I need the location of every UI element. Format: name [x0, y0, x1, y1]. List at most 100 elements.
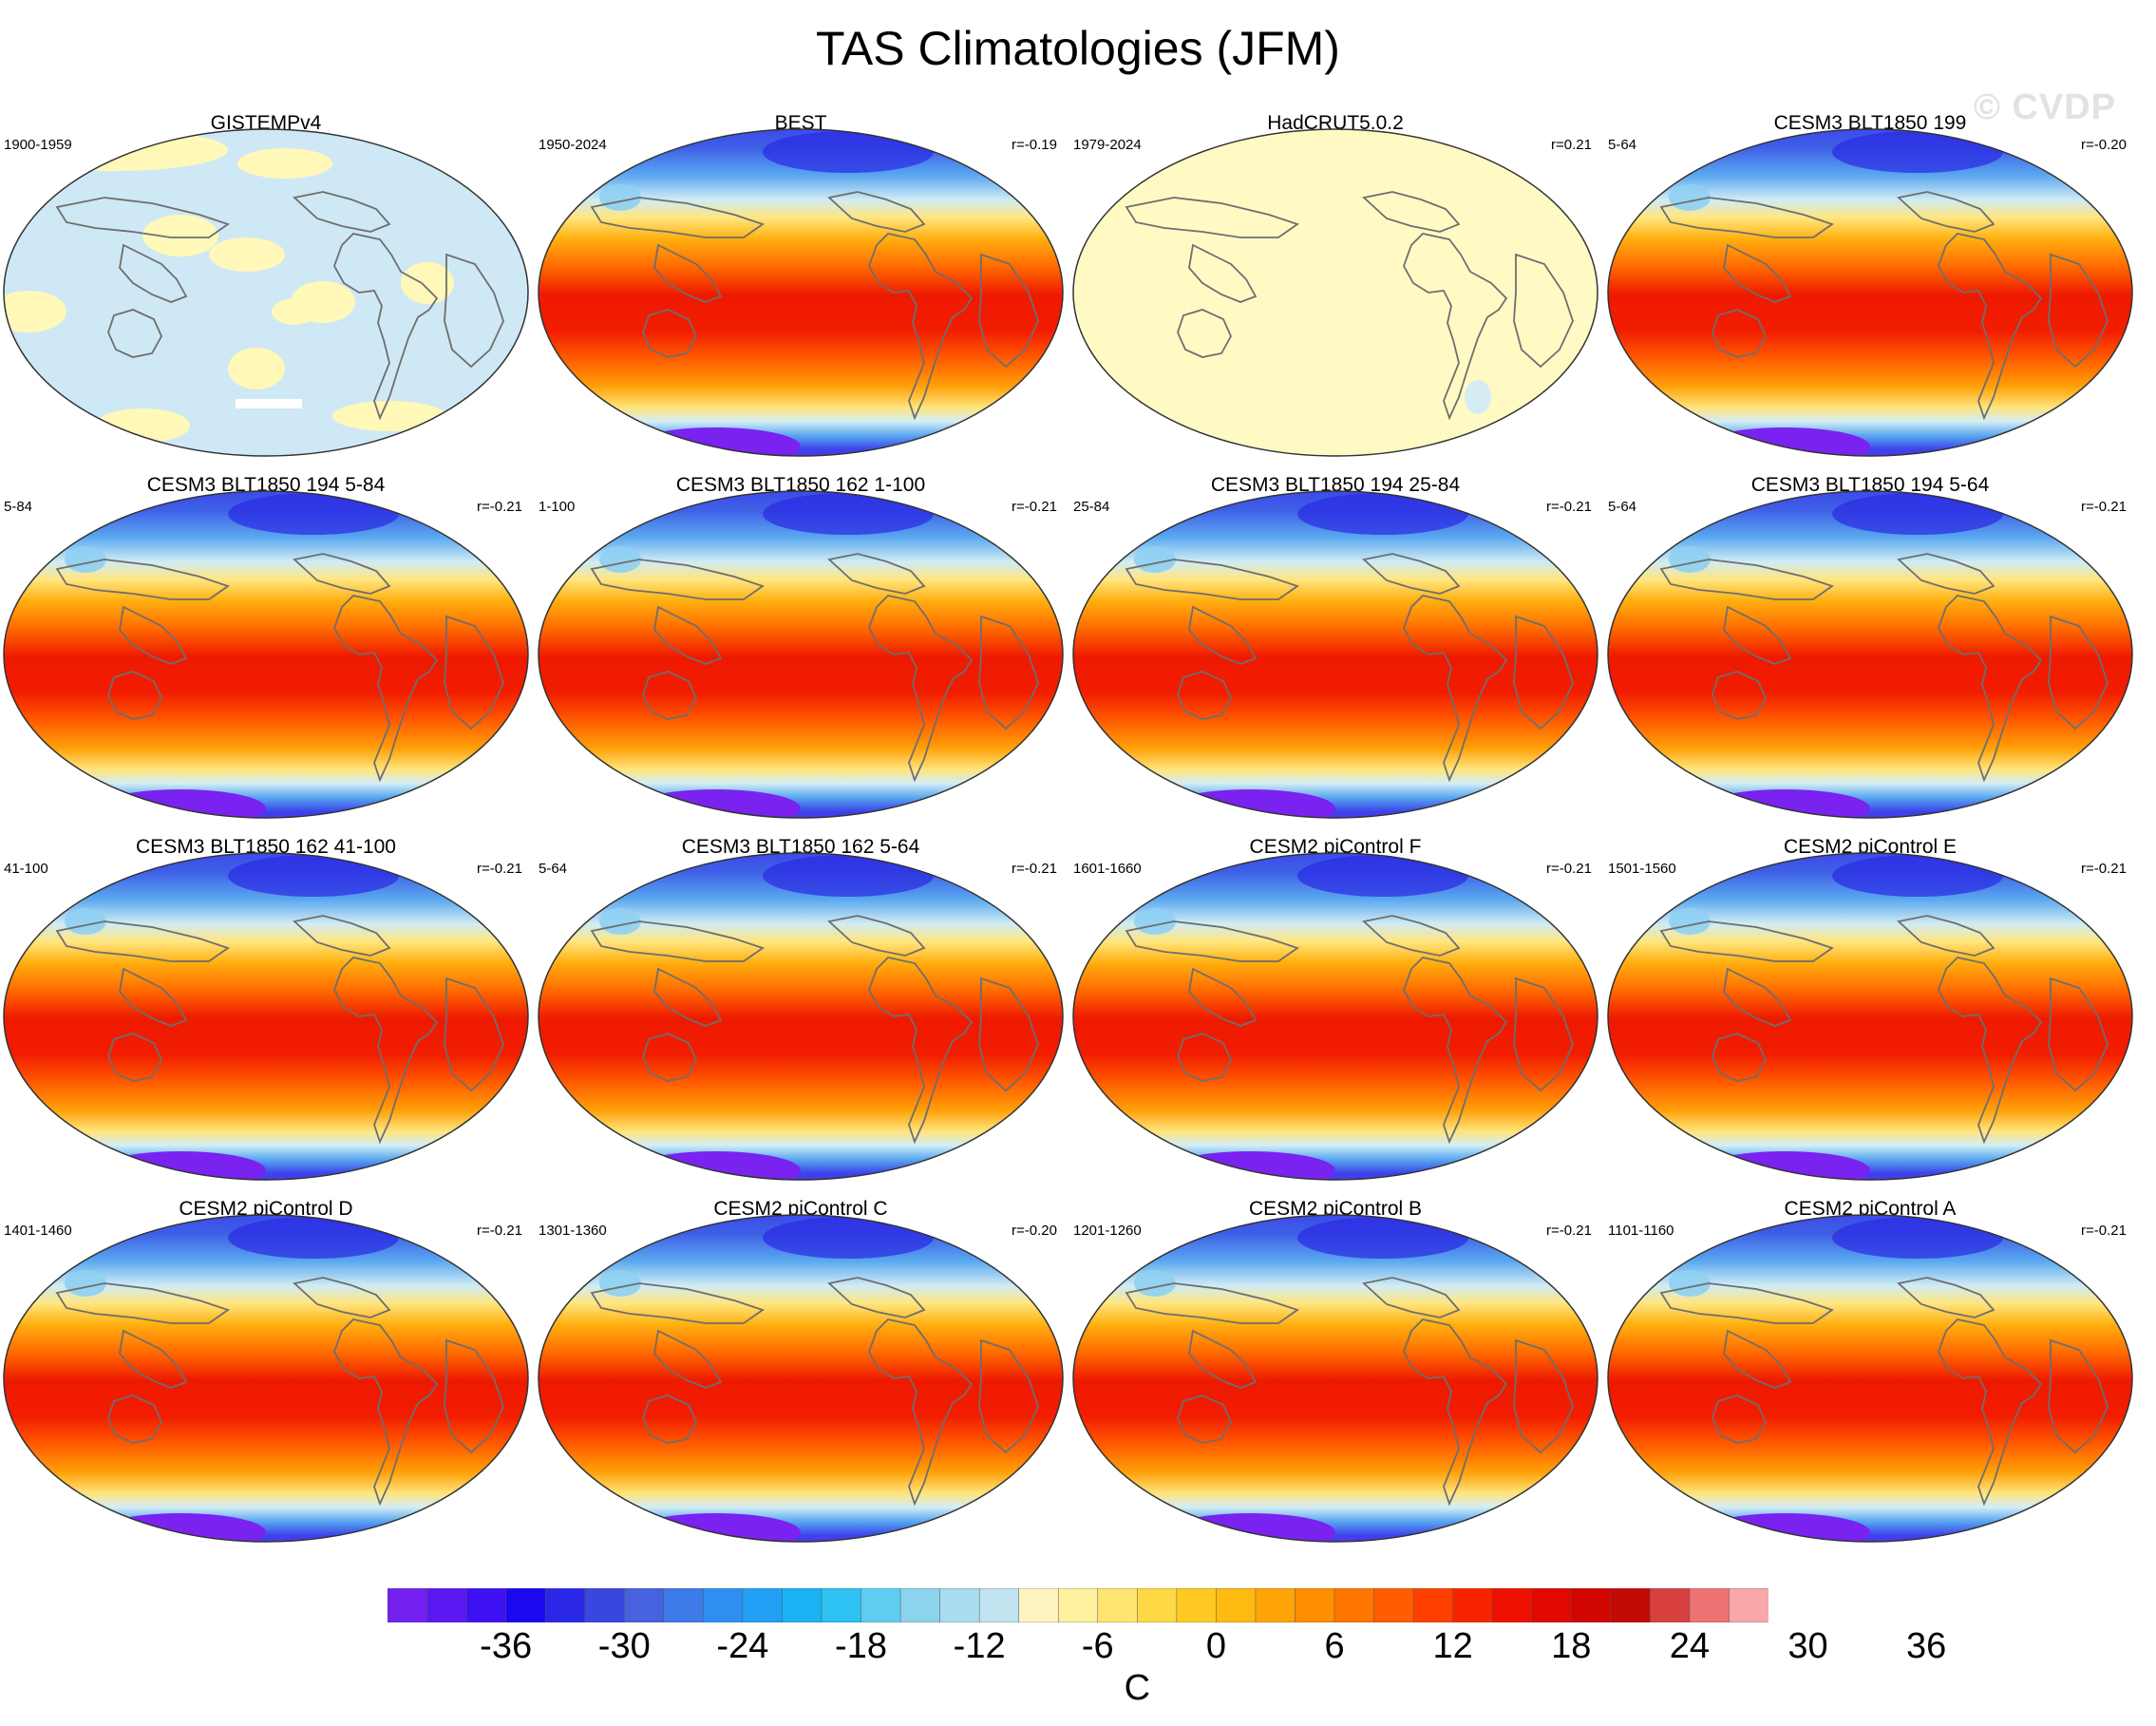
coastline [1188, 967, 1258, 1027]
coastline [1177, 309, 1233, 358]
map-boundary [538, 852, 1064, 1181]
cold-lake-region [65, 1270, 106, 1297]
colorbar-units: C [1124, 1668, 1151, 1708]
coastline [1712, 1033, 1768, 1082]
colorbar-swatch [1689, 1588, 1730, 1622]
map-panel: CESM2 piControl D 1401-1460 r=-0.21 [0, 1198, 532, 1559]
coastline [1403, 957, 1508, 1145]
temperature-field [1608, 1215, 2132, 1542]
map-panel: CESM2 piControl C 1301-1360 r=-0.20 [535, 1198, 1067, 1559]
colorbar-swatch [663, 1588, 705, 1622]
warm-anomaly-patch [95, 408, 190, 443]
coastline [1712, 309, 1768, 358]
coastline [1723, 605, 1792, 665]
coastline [590, 197, 765, 238]
cold-lake-region [65, 546, 106, 573]
colorbar-tick-label: -12 [953, 1626, 1006, 1666]
panel-period: 1979-2024 [1073, 137, 1142, 153]
map-panel: CESM3 BLT1850 194 5-64 5-64 r=-0.21 [1604, 474, 2136, 835]
map-panel: CESM2 piControl A 1101-1160 r=-0.21 [1604, 1198, 2136, 1559]
panel-period: 1900-1959 [4, 137, 72, 153]
panel-period: 1401-1460 [4, 1223, 72, 1239]
coastline [827, 915, 926, 957]
coastline [1723, 967, 1792, 1027]
colorbar-swatch [505, 1588, 546, 1622]
globe-map [1607, 128, 2133, 457]
map-panel: CESM3 BLT1850 194 25-84 25-84 r=-0.21 [1069, 474, 1601, 835]
map-panel: GISTEMPv4 1900-1959 [0, 112, 532, 473]
map-panel: CESM2 piControl E 1501-1560 r=-0.21 [1604, 836, 2136, 1197]
panel-title: CESM3 BLT1850 194 5-84 [146, 474, 386, 496]
coastline [444, 253, 504, 369]
coastline [868, 957, 974, 1145]
coastline [1659, 559, 1834, 600]
colorbar-swatch [1571, 1588, 1612, 1622]
map-panel: CESM3 BLT1850 162 41-100 41-100 r=-0.21 [0, 836, 532, 1197]
map-boundary [1072, 128, 1598, 457]
coastline [1938, 957, 2043, 1145]
temperature-field [539, 491, 1063, 818]
colorbar-tick-label: -30 [597, 1626, 651, 1666]
arctic-cold-region [1832, 1217, 2003, 1259]
panel-correlation: r=-0.20 [1012, 1223, 1057, 1239]
panel-period: 1601-1660 [1073, 861, 1142, 877]
arctic-cold-region [763, 1217, 934, 1259]
colorbar-swatch [782, 1588, 823, 1622]
coastline [1513, 977, 1574, 1092]
panel-title: CESM2 piControl B [1248, 1198, 1423, 1220]
coastline [978, 1338, 1039, 1454]
colorbar-tick-label: 18 [1551, 1626, 1592, 1666]
cvdp-watermark: © CVDP [1973, 87, 2116, 127]
globe-map [1072, 128, 1598, 457]
coastline [444, 977, 504, 1092]
colorbar-tick-label: -18 [835, 1626, 887, 1666]
coastline [107, 1394, 163, 1444]
map-panel: CESM3 BLT1850 162 5-64 5-64 r=-0.21 [535, 836, 1067, 1197]
coastline [119, 605, 188, 665]
colorbar-swatch [426, 1588, 467, 1622]
panel-title: CESM2 piControl A [1784, 1198, 1957, 1220]
coastline [1712, 671, 1768, 720]
coastline [1513, 615, 1574, 730]
colorbar-swatch [1018, 1588, 1059, 1622]
coastline [1659, 1282, 1834, 1324]
temperature-field [1073, 491, 1598, 818]
coastline [1659, 197, 1834, 238]
arctic-cold-region [228, 493, 399, 535]
map-boundary [1607, 128, 2133, 457]
coastline [2048, 253, 2109, 369]
globe-map [1607, 1214, 2133, 1543]
panel-period: 1501-1560 [1608, 861, 1676, 877]
cold-lake-region [1134, 546, 1176, 573]
coastline [1403, 1318, 1508, 1507]
globe-map [1607, 490, 2133, 819]
coastline [978, 253, 1039, 369]
map-panel: CESM3 BLT1850 199 5-64 r=-0.20 [1604, 112, 2136, 473]
panel-period: 25-84 [1073, 499, 1110, 515]
globe-map [1072, 1214, 1598, 1543]
cold-lake-region [1134, 908, 1176, 935]
panel-correlation: r=-0.21 [2081, 499, 2127, 515]
panel-correlation: r=-0.21 [477, 499, 522, 515]
colorbar-swatch [821, 1588, 862, 1622]
coastline [978, 977, 1039, 1092]
map-boundary [1607, 852, 2133, 1181]
warm-anomaly-patch [332, 401, 446, 431]
colorbar-swatch [703, 1588, 744, 1622]
colorbar-swatch [1650, 1588, 1691, 1622]
globe-map [538, 1214, 1064, 1543]
map-boundary [538, 128, 1064, 457]
colorbar-swatch [978, 1588, 1020, 1622]
colorbar-swatch [1137, 1588, 1178, 1622]
coastline [1362, 1277, 1461, 1318]
panel-title: CESM2 piControl D [179, 1198, 353, 1220]
coastline [1362, 553, 1461, 595]
globe-map [1072, 852, 1598, 1181]
colorbar-tick-label: 24 [1669, 1626, 1711, 1666]
panel-title: GISTEMPv4 [210, 112, 322, 134]
panel-title: HadCRUT5.0.2 [1267, 112, 1404, 134]
colorbar-swatch [742, 1588, 784, 1622]
arctic-cold-region [763, 131, 934, 173]
cold-lake-region [1669, 546, 1711, 573]
cold-lake-region [599, 1270, 641, 1297]
